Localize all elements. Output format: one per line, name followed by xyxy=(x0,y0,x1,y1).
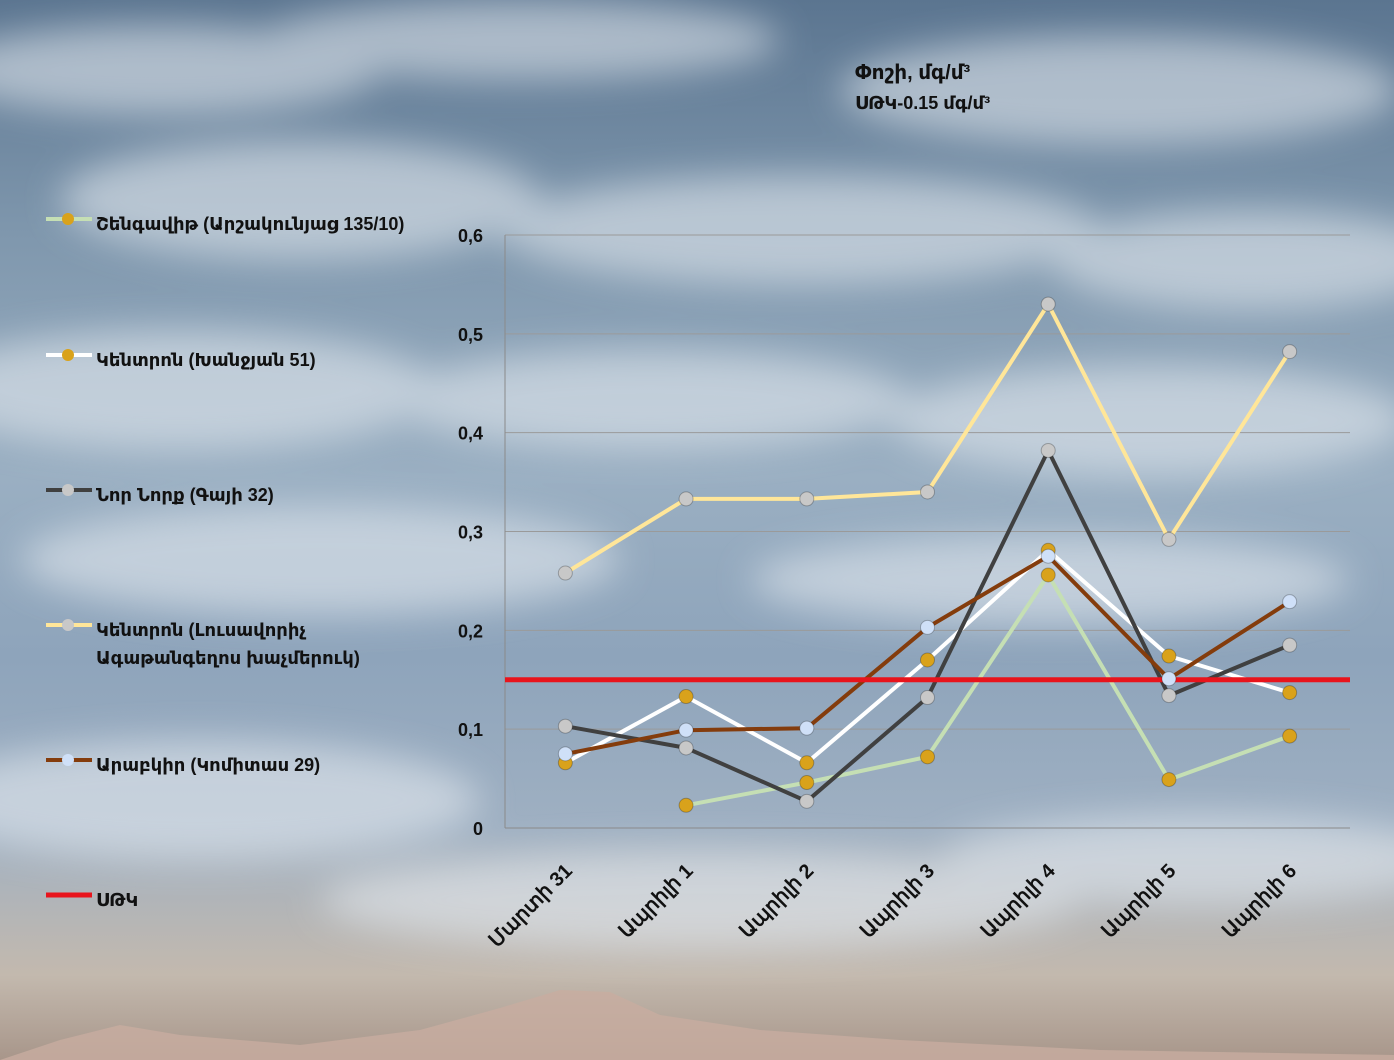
series-markers xyxy=(557,296,1298,813)
legend-label: Նոր Նորք (Գայի 32) xyxy=(96,485,274,505)
legend-swatch xyxy=(46,754,92,766)
series-4-point xyxy=(920,619,935,635)
series-0-point xyxy=(1040,567,1056,583)
y-tick-label: 0,3 xyxy=(458,523,483,543)
y-tick-label: 0,4 xyxy=(458,424,483,444)
series-0-point xyxy=(678,797,694,813)
series-0-point xyxy=(1282,728,1298,744)
y-tick-label: 0 xyxy=(473,819,483,839)
series-2-point xyxy=(557,718,573,734)
series-0-point xyxy=(920,749,935,765)
legend-label: ՍԹԿ xyxy=(96,890,139,910)
x-tick-label: Մարտի 31 xyxy=(485,860,577,952)
x-tick-label: Ապրիլի 1 xyxy=(615,860,698,943)
series-1-point xyxy=(1161,648,1177,664)
x-tick-labels: Մարտի 31 Ապրիլի 1 Ապրիլի 2 Ապրիլի 3 Ապրիլի 4… xyxy=(485,859,1301,952)
series-3-point xyxy=(1040,296,1056,312)
series-line-0 xyxy=(685,573,1291,808)
series-3-point xyxy=(799,491,815,507)
y-tick-label: 0,6 xyxy=(458,226,483,246)
series-4-point xyxy=(799,720,815,736)
legend-label: Կենտրոն (Լուսավորիչ Ագաթանգեղոս խաչմերու… xyxy=(96,620,360,668)
series-2-point xyxy=(678,740,694,756)
series-1-point xyxy=(799,755,815,771)
x-tick-label: Ապրիլի 4 xyxy=(977,859,1060,942)
x-tick-label: Ապրիլի 2 xyxy=(736,860,819,943)
series-1-point xyxy=(1282,685,1298,701)
y-tick-label: 0,5 xyxy=(458,325,483,345)
axes xyxy=(504,235,1350,829)
series-4-point xyxy=(1282,594,1298,610)
series-1-point xyxy=(920,652,935,668)
legend-label: Արաբկիր (Կոմիտաս 29) xyxy=(96,755,321,775)
legend-swatch xyxy=(46,619,92,631)
legend-swatch xyxy=(46,892,92,898)
legend-swatch xyxy=(46,484,92,496)
series-lines xyxy=(564,302,1292,808)
x-tick-label: Ապրիլի 3 xyxy=(856,860,939,943)
series-0-point xyxy=(799,775,815,791)
series-line-3 xyxy=(564,302,1292,575)
legend-swatch xyxy=(46,213,92,225)
series-4-point xyxy=(557,746,573,762)
series-3-point xyxy=(557,565,573,581)
series-4-point xyxy=(1040,548,1056,564)
legend-swatch xyxy=(46,349,92,361)
series-0-point xyxy=(1161,772,1177,788)
series-2-point xyxy=(1161,688,1177,704)
chart-title: Փոշի, մգ/մ³ xyxy=(855,62,971,84)
y-tick-labels: 0 0,1 0,2 0,3 0,4 0,5 0,6 xyxy=(458,226,483,839)
series-2-point xyxy=(920,690,935,706)
x-tick-label: Ապրիլի 6 xyxy=(1218,860,1301,943)
series-3-point xyxy=(1282,344,1298,360)
legend-label: Շենգավիթ (Արշակունյաց 135/10) xyxy=(96,214,405,234)
chart-subtitle: ՍԹԿ-0.15 մգ/մ³ xyxy=(855,93,991,113)
series-4-point xyxy=(678,722,694,738)
series-3-point xyxy=(1161,531,1177,547)
y-tick-label: 0,1 xyxy=(458,720,483,740)
chart-title-block: Փոշի, մգ/մ³ ՍԹԿ-0.15 մգ/մ³ xyxy=(855,58,1175,118)
series-2-point xyxy=(1040,442,1056,458)
series-2-point xyxy=(799,793,815,809)
series-3-point xyxy=(920,484,935,500)
legend-label: Կենտրոն (Խանջյան 51) xyxy=(96,350,316,370)
series-3-point xyxy=(678,491,694,507)
series-2-point xyxy=(1282,637,1298,653)
series-4-point xyxy=(1161,671,1177,687)
x-tick-label: Ապրիլի 5 xyxy=(1098,860,1181,943)
series-1-point xyxy=(678,689,694,705)
y-tick-label: 0,2 xyxy=(458,621,483,641)
